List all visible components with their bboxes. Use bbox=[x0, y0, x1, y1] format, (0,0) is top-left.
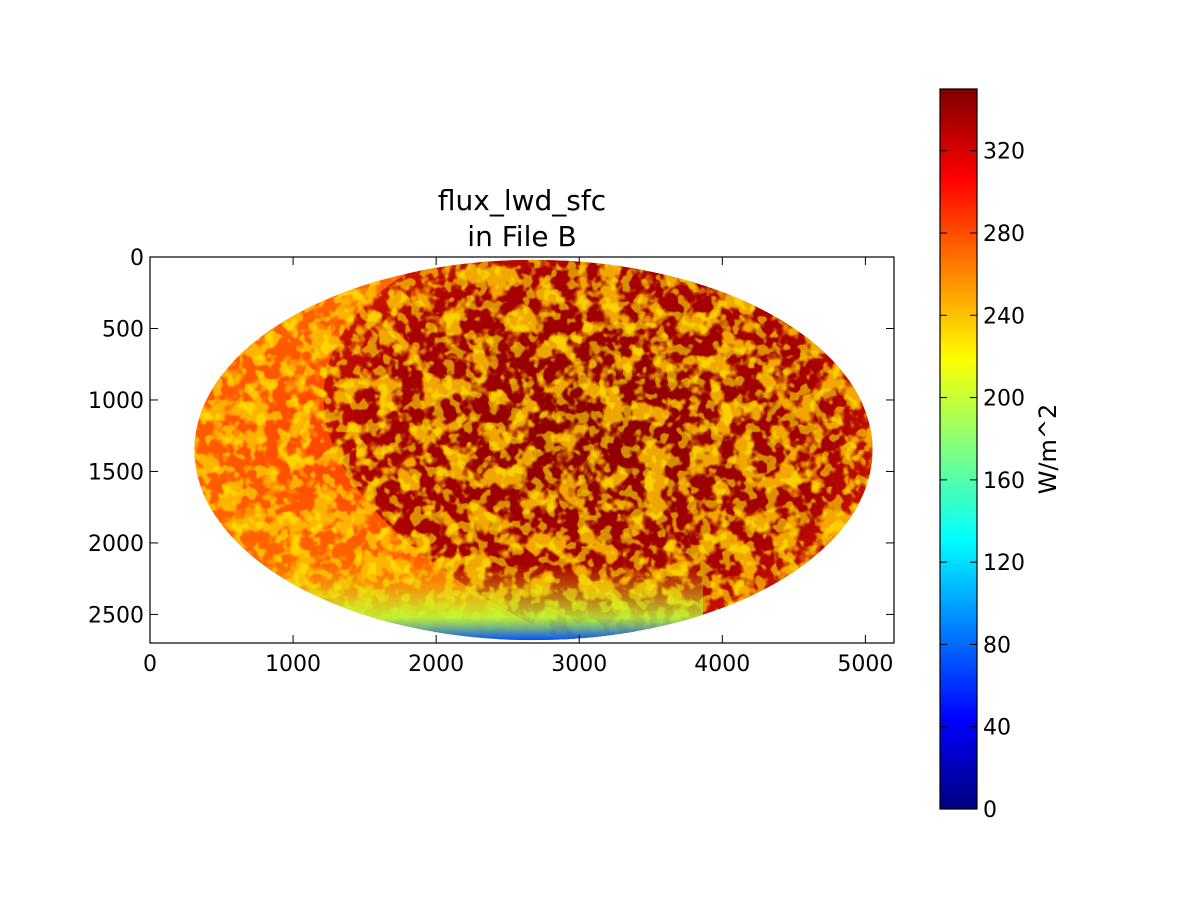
y-tick-label: 2000 bbox=[88, 532, 144, 557]
x-tick-label: 3000 bbox=[551, 652, 607, 677]
colorbar-tick-label: 120 bbox=[983, 551, 1025, 576]
heatmap-image bbox=[194, 259, 873, 641]
colorbar-tick-label: 80 bbox=[983, 633, 1011, 658]
chart-title-line-2: in File B bbox=[467, 220, 576, 253]
x-tick-label: 0 bbox=[143, 652, 157, 677]
colorbar-tick-label: 160 bbox=[983, 469, 1025, 494]
colorbar-tick-label: 240 bbox=[983, 304, 1025, 329]
disk-southern-edge bbox=[194, 564, 703, 641]
colorbar-tick-label: 0 bbox=[983, 798, 997, 823]
colorbar-label: W/m^2 bbox=[1034, 404, 1062, 495]
colorbar bbox=[939, 88, 978, 810]
colorbar-tick-label: 320 bbox=[983, 140, 1025, 165]
colorbar-tick-label: 200 bbox=[983, 387, 1025, 412]
y-tick-label: 1500 bbox=[88, 460, 144, 485]
x-axis: 0 1000 2000 3000 4000 5000 bbox=[143, 257, 893, 677]
x-tick-label: 2000 bbox=[408, 652, 464, 677]
plot-frame bbox=[149, 256, 895, 644]
y-tick-label: 500 bbox=[102, 317, 144, 342]
y-tick-label: 1000 bbox=[88, 389, 144, 414]
x-tick-label: 4000 bbox=[694, 652, 750, 677]
x-tick-label: 1000 bbox=[265, 652, 321, 677]
y-tick-label: 2500 bbox=[88, 603, 144, 628]
y-axis: 0 500 1000 1500 2000 2500 bbox=[88, 246, 894, 628]
chart-title-line-1: flux_lwd_sfc bbox=[438, 184, 606, 217]
colorbar-tick-label: 280 bbox=[983, 222, 1025, 247]
colorbar-ticks: 0 40 80 120 160 200 240 280 320 bbox=[940, 140, 1025, 823]
y-tick-label: 0 bbox=[130, 246, 144, 271]
colorbar-tick-label: 40 bbox=[983, 716, 1011, 741]
x-tick-label: 5000 bbox=[837, 652, 893, 677]
